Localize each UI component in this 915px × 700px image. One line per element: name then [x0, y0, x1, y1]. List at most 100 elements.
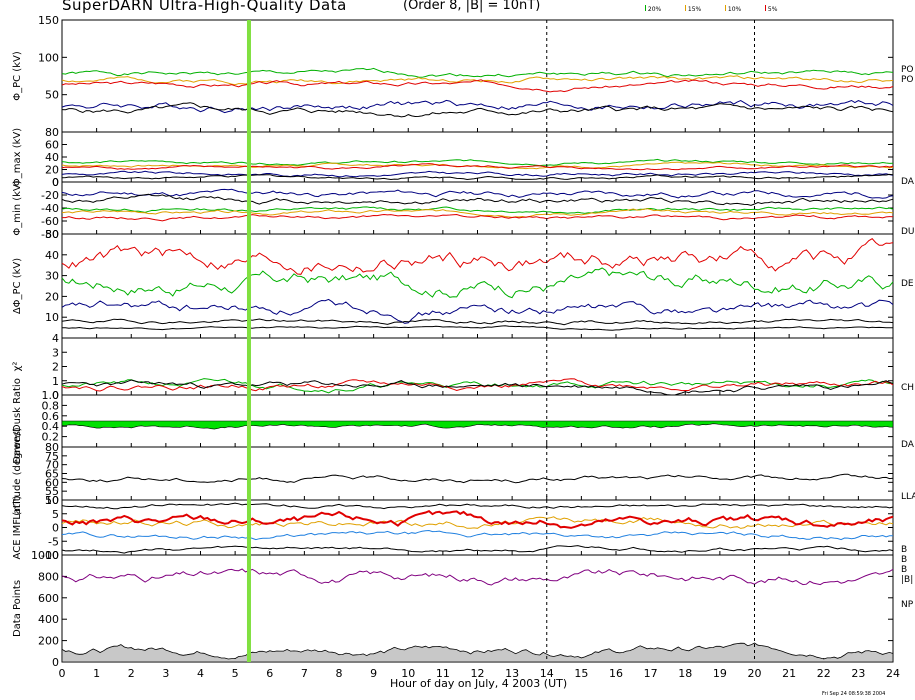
y-tick-label: 2 — [52, 361, 59, 374]
chart-title: SuperDARN Ultra-High-Quality Data — [62, 0, 347, 14]
legend-swatch — [765, 5, 766, 11]
y-axis-label: Data Points — [12, 580, 23, 637]
x-tick-label: 20 — [748, 667, 762, 680]
x-tick-label: 23 — [851, 667, 865, 680]
y-tick-label: 40 — [45, 151, 59, 164]
data-points-fill — [61, 642, 894, 663]
y-axis-label: ACE IMF (nT) — [12, 495, 23, 559]
x-tick-label: 12 — [471, 667, 485, 680]
y-tick-label: 0 — [52, 176, 59, 189]
x-tick-label: 21 — [782, 667, 796, 680]
y-tick-label: 55 — [45, 485, 59, 498]
y-tick-label: 65 — [45, 468, 59, 481]
legend-item-15: 15% — [685, 5, 701, 13]
legend-swatch — [645, 5, 646, 11]
series-line — [61, 529, 894, 541]
x-tick-label: 7 — [301, 667, 308, 680]
y-tick-label: 70 — [45, 459, 59, 472]
y-tick-label: 50 — [45, 494, 59, 507]
series-line — [61, 568, 894, 586]
y-tick-label: 200 — [38, 635, 59, 648]
panel-right-label: DA — [901, 440, 915, 450]
y-tick-label: 4 — [52, 332, 59, 345]
panel-right-label: B — [901, 555, 907, 565]
y-tick-label: 0.2 — [42, 431, 60, 444]
x-tick-label: 16 — [609, 667, 623, 680]
y-tick-label: 50 — [45, 228, 59, 241]
legend-label: 10% — [727, 6, 742, 13]
x-tick-label: 22 — [817, 667, 831, 680]
y-tick-label: 1000 — [31, 549, 59, 562]
panel-right-label: DU — [901, 227, 915, 237]
panel-frame — [61, 131, 894, 183]
x-tick-label: 5 — [232, 667, 239, 680]
x-tick-label: 15 — [574, 667, 588, 680]
panel-frame — [61, 499, 894, 556]
panel-right-label: DA — [901, 177, 915, 187]
series-line — [61, 502, 894, 510]
y-tick-label: 0 — [52, 522, 59, 535]
series-line — [61, 378, 894, 392]
y-tick-label: 100 — [38, 51, 59, 64]
series-line — [61, 238, 894, 275]
chart-params: (Order 8, |B| = 10nT) — [403, 0, 541, 13]
legend-item-20: 20% — [645, 5, 661, 13]
y-tick-label: 800 — [38, 570, 59, 583]
y-tick-label: 20 — [45, 164, 59, 177]
x-tick-label: 10 — [401, 667, 415, 680]
x-tick-label: 3 — [162, 667, 169, 680]
x-axis-label: Hour of day on July, 4 2003 (UT) — [390, 677, 568, 690]
series-line — [61, 67, 894, 78]
panel-right-label: PO — [901, 65, 914, 75]
panel-frame — [61, 554, 894, 663]
x-tick-label: 13 — [505, 667, 519, 680]
series-line — [61, 298, 894, 324]
panel-right-label: LLA — [901, 492, 915, 502]
x-tick-label: 14 — [540, 667, 554, 680]
y-tick-label: 20 — [45, 290, 59, 303]
x-tick-label: 8 — [336, 667, 343, 680]
y-tick-label: 80 — [45, 441, 59, 454]
y-tick-label: 0.8 — [42, 399, 60, 412]
x-tick-label: 19 — [713, 667, 727, 680]
y-tick-label: 10 — [45, 311, 59, 324]
panel-right-label: CH — [901, 383, 914, 393]
y-tick-label: 60 — [45, 139, 59, 152]
y-tick-label: 0.4 — [42, 420, 60, 433]
panel-right-label: DE — [901, 279, 914, 289]
y-axis-label: χ² — [12, 362, 23, 372]
x-tick-label: 18 — [678, 667, 692, 680]
panel-right-label: |B| — [901, 575, 913, 585]
y-axis-label: ΔΦ_PC (kV) — [12, 258, 23, 314]
y-tick-label: 60 — [45, 476, 59, 489]
series-line — [61, 79, 894, 93]
y-tick-label: 40 — [45, 249, 59, 262]
y-tick-label: 0.6 — [42, 410, 60, 423]
y-tick-label: 400 — [38, 613, 59, 626]
y-tick-label: 1.0 — [42, 389, 60, 402]
series-line — [61, 516, 894, 529]
y-tick-label: 1 — [52, 375, 59, 388]
series-line — [61, 188, 894, 199]
legend-item-10: 10% — [725, 5, 741, 13]
series-line — [61, 473, 894, 484]
x-tick-label: 11 — [436, 667, 450, 680]
panel-right-label: B — [901, 565, 907, 575]
x-tick-label: 1 — [93, 667, 100, 680]
series-line — [61, 163, 894, 171]
panel-frame — [61, 446, 894, 501]
y-tick-label: -5 — [48, 535, 59, 548]
x-tick-label: 9 — [370, 667, 377, 680]
y-tick-label: -60 — [41, 215, 59, 228]
series-line — [61, 170, 894, 178]
series-line — [61, 99, 894, 114]
y-tick-label: 0 — [52, 656, 59, 669]
panel-frame — [61, 181, 894, 235]
y-axis-label: Φ_PC (kV) — [12, 51, 23, 101]
y-tick-label: 600 — [38, 592, 59, 605]
x-tick-label: 2 — [128, 667, 135, 680]
y-tick-label: 5 — [52, 508, 59, 521]
y-tick-label: 10 — [45, 494, 59, 507]
